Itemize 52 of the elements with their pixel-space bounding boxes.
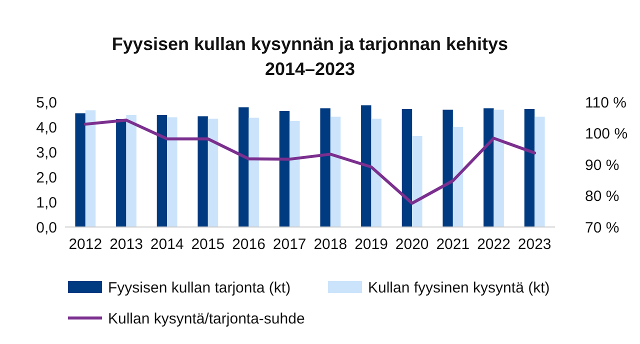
- x-tick-label: 2017: [272, 236, 306, 253]
- y2-tick-label: 100 %: [585, 126, 628, 142]
- x-tick-label: 2014: [150, 236, 184, 253]
- line-series: [84, 118, 536, 205]
- y-tick-label: 1,0: [36, 194, 57, 212]
- bar: [494, 110, 504, 227]
- bar: [290, 121, 300, 227]
- bar: [238, 107, 249, 227]
- legend-label: Kullan fyysinen kysyntä (kt): [368, 279, 550, 296]
- bar: [156, 115, 168, 227]
- bar: [484, 108, 494, 227]
- bar: [198, 116, 208, 227]
- x-tick-label: 2016: [232, 236, 266, 253]
- bar: [524, 109, 535, 227]
- bar: [279, 111, 290, 227]
- bar: [534, 116, 545, 227]
- bar: [85, 110, 96, 227]
- y2-tick-label: 80 %: [585, 188, 620, 205]
- bar: [452, 127, 464, 227]
- bar: [75, 113, 86, 227]
- x-tick-label: 2018: [314, 236, 348, 253]
- y2-tick-label: 90 %: [585, 156, 620, 174]
- bar: [442, 110, 453, 227]
- x-tick-label: 2015: [191, 236, 225, 253]
- legend-label: Fyysisen kullan tarjonta (kt): [108, 279, 291, 296]
- bar: [126, 115, 136, 227]
- chart-title: Fyysisen kullan kysynnän ja tarjonnan kehitys 2014–2023: [112, 34, 508, 79]
- x-tick-label: 2019: [354, 236, 388, 253]
- bar: [402, 109, 412, 227]
- bar: [330, 116, 341, 227]
- y-tick-label: 2,0: [36, 169, 57, 186]
- x-tick-label: 2020: [395, 236, 429, 253]
- y2-tick-label: 70 %: [585, 219, 620, 236]
- x-tick-label: 2022: [477, 236, 510, 253]
- y-tick-label: 3,0: [36, 144, 57, 162]
- bar: [208, 118, 218, 227]
- bar: [248, 118, 259, 227]
- bar: [167, 117, 178, 227]
- y-tick-label: 0,0: [36, 219, 57, 236]
- bar: [320, 108, 330, 227]
- y2-tick-label: 110 %: [585, 94, 626, 112]
- bar: [371, 118, 382, 227]
- legend-label: Kullan kysyntä/tarjonta-suhde: [108, 310, 305, 328]
- x-tick-label: 2023: [518, 236, 552, 253]
- bar: [116, 119, 126, 227]
- bar: [412, 136, 422, 227]
- x-tick-label: 2021: [436, 236, 470, 253]
- y-tick-label: 4,0: [36, 119, 57, 136]
- x-tick-label: 2012: [68, 236, 102, 253]
- x-tick-label: 2013: [110, 236, 143, 253]
- y-tick-label: 5,0: [36, 94, 57, 112]
- bar: [361, 105, 372, 227]
